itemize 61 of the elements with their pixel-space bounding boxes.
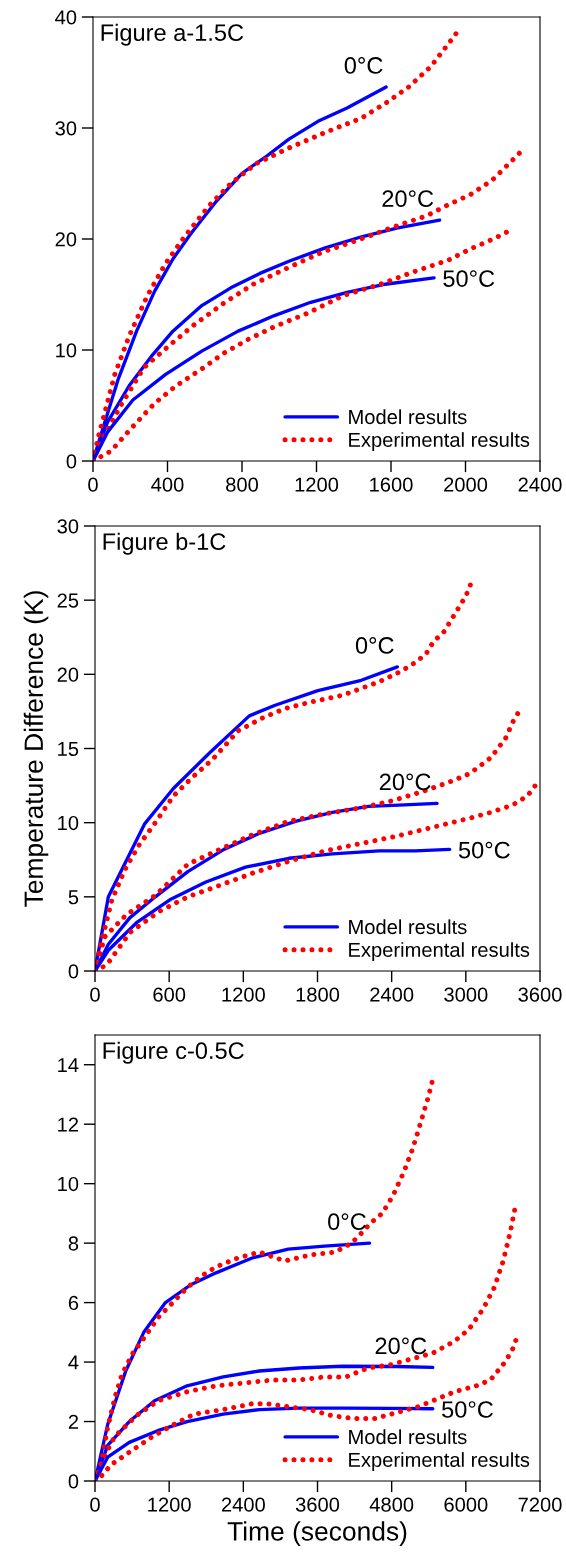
legend-label: Model results <box>349 919 467 935</box>
legend-label: Model results <box>349 409 467 425</box>
y-tick-label: 0 <box>68 964 79 979</box>
y-tick-label: 10 <box>58 815 79 831</box>
y-tick-label: 0 <box>66 454 77 469</box>
y-tick-label: 25 <box>57 593 79 608</box>
x-tick-label: 800 <box>226 477 259 492</box>
x-tick-label: 400 <box>151 477 184 492</box>
y-tick-label: 20 <box>57 667 79 682</box>
x-tick-label: 0 <box>90 1497 100 1512</box>
x-tick-label: 2000 <box>444 477 488 492</box>
chart-title: Figure a-1.5C <box>101 23 244 46</box>
y-tick-label: 30 <box>55 121 77 136</box>
annotation: 20°C <box>379 773 431 791</box>
x-tick-label: 600 <box>153 987 186 1002</box>
legend-label: Experimental results <box>349 432 530 451</box>
annotation: 0°C <box>344 57 383 74</box>
x-tick-label: 7200 <box>518 1497 562 1512</box>
x-tick-label: 4800 <box>369 1497 414 1512</box>
y-tick-label: 40 <box>55 10 77 25</box>
y-tick-label: 10 <box>56 343 77 358</box>
x-tick-label: 1800 <box>296 987 340 1002</box>
x-tick-label: 3600 <box>518 987 562 1002</box>
y-tick-label: 2 <box>68 1414 79 1429</box>
y-axis-title: Temperature Difference (K) <box>23 591 49 907</box>
y-tick-label: 15 <box>58 741 79 756</box>
legend-label: Model results <box>349 1429 467 1445</box>
y-tick-label: 20 <box>55 232 77 247</box>
x-tick-label: 0 <box>90 987 100 1002</box>
y-tick-label: 5 <box>68 890 79 905</box>
x-tick-label: 1600 <box>370 477 413 492</box>
x-tick-label: 0 <box>88 477 98 492</box>
x-tick-label: 2400 <box>518 477 562 492</box>
annotation: 0°C <box>328 1213 366 1231</box>
x-tick-label: 1200 <box>295 477 339 492</box>
chart-title: Figure b-1C <box>103 532 226 555</box>
y-tick-label: 4 <box>68 1355 79 1370</box>
x-tick-label: 2400 <box>221 1497 265 1512</box>
chart-title: Figure c-0.5C <box>103 1041 244 1064</box>
x-tick-label: 2400 <box>370 987 414 1002</box>
y-tick-label: 12 <box>58 1117 79 1132</box>
annotation: 50°C <box>443 270 495 287</box>
x-axis-title: Time (seconds) <box>227 1521 407 1546</box>
annotation: 50°C <box>442 1401 493 1418</box>
x-tick-label: 3000 <box>444 987 488 1002</box>
annotation: 20°C <box>375 1337 427 1355</box>
y-tick-label: 0 <box>68 1474 79 1489</box>
y-tick-label: 6 <box>68 1295 79 1311</box>
x-tick-label: 6000 <box>444 1497 488 1512</box>
legend-label: Experimental results <box>349 942 530 961</box>
y-tick-label: 10 <box>58 1176 79 1192</box>
y-tick-label: 30 <box>57 519 79 534</box>
x-tick-label: 3600 <box>295 1497 340 1512</box>
x-tick-label: 1200 <box>148 1497 191 1512</box>
y-tick-label: 14 <box>58 1058 79 1073</box>
annotation: 0°C <box>355 637 394 654</box>
legend-label: Experimental results <box>349 1452 530 1471</box>
y-tick-label: 8 <box>68 1236 79 1251</box>
annotation: 20°C <box>382 190 434 208</box>
x-tick-label: 1200 <box>222 987 265 1002</box>
annotation: 50°C <box>458 841 510 859</box>
